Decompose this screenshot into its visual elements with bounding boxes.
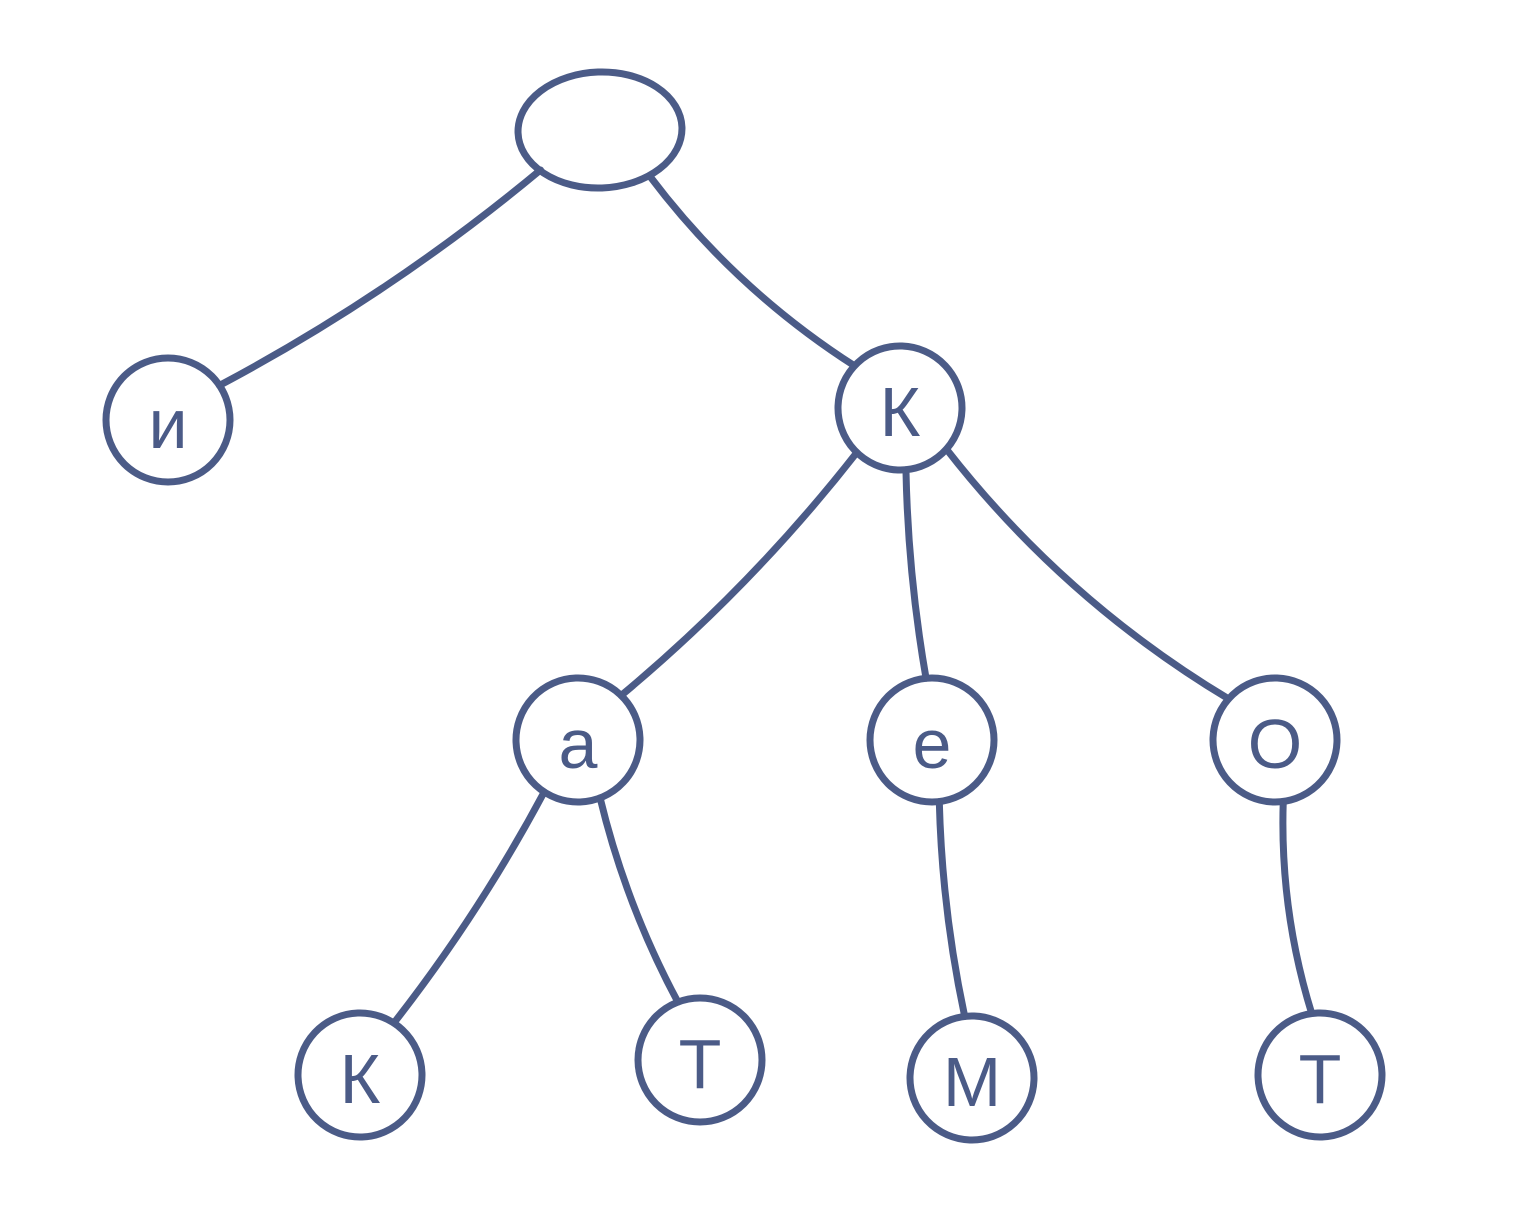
tree-node: е	[870, 678, 994, 802]
tree-diagram: и Ка е О К Т М Т	[0, 0, 1516, 1218]
node-label: К	[880, 373, 921, 451]
tree-edge	[600, 798, 678, 1002]
node-label: е	[913, 705, 952, 783]
tree-edge	[219, 170, 540, 386]
tree-node: М	[908, 1014, 1036, 1142]
node-label: К	[340, 1040, 381, 1118]
tree-node: К	[296, 1011, 424, 1139]
node-label: М	[943, 1043, 1001, 1121]
tree-edge	[394, 792, 544, 1023]
tree-edge	[1283, 801, 1312, 1013]
tree-root-node	[516, 69, 684, 191]
tree-node: а	[514, 676, 642, 804]
tree-node: и	[106, 358, 230, 482]
tree-node: О	[1211, 676, 1339, 804]
tree-edge	[650, 176, 855, 366]
tree-node: К	[836, 344, 964, 472]
node-label: Т	[1299, 1040, 1342, 1118]
tree-edge	[946, 449, 1228, 699]
tree-edge	[906, 470, 926, 679]
node-label: а	[559, 705, 598, 783]
tree-edge	[621, 453, 857, 696]
tree-edge	[939, 802, 964, 1017]
tree-node: Т	[1256, 1011, 1384, 1139]
node-label: Т	[679, 1025, 722, 1103]
tree-node: Т	[638, 998, 762, 1122]
node-label: О	[1248, 705, 1302, 783]
node-label: и	[148, 385, 187, 463]
